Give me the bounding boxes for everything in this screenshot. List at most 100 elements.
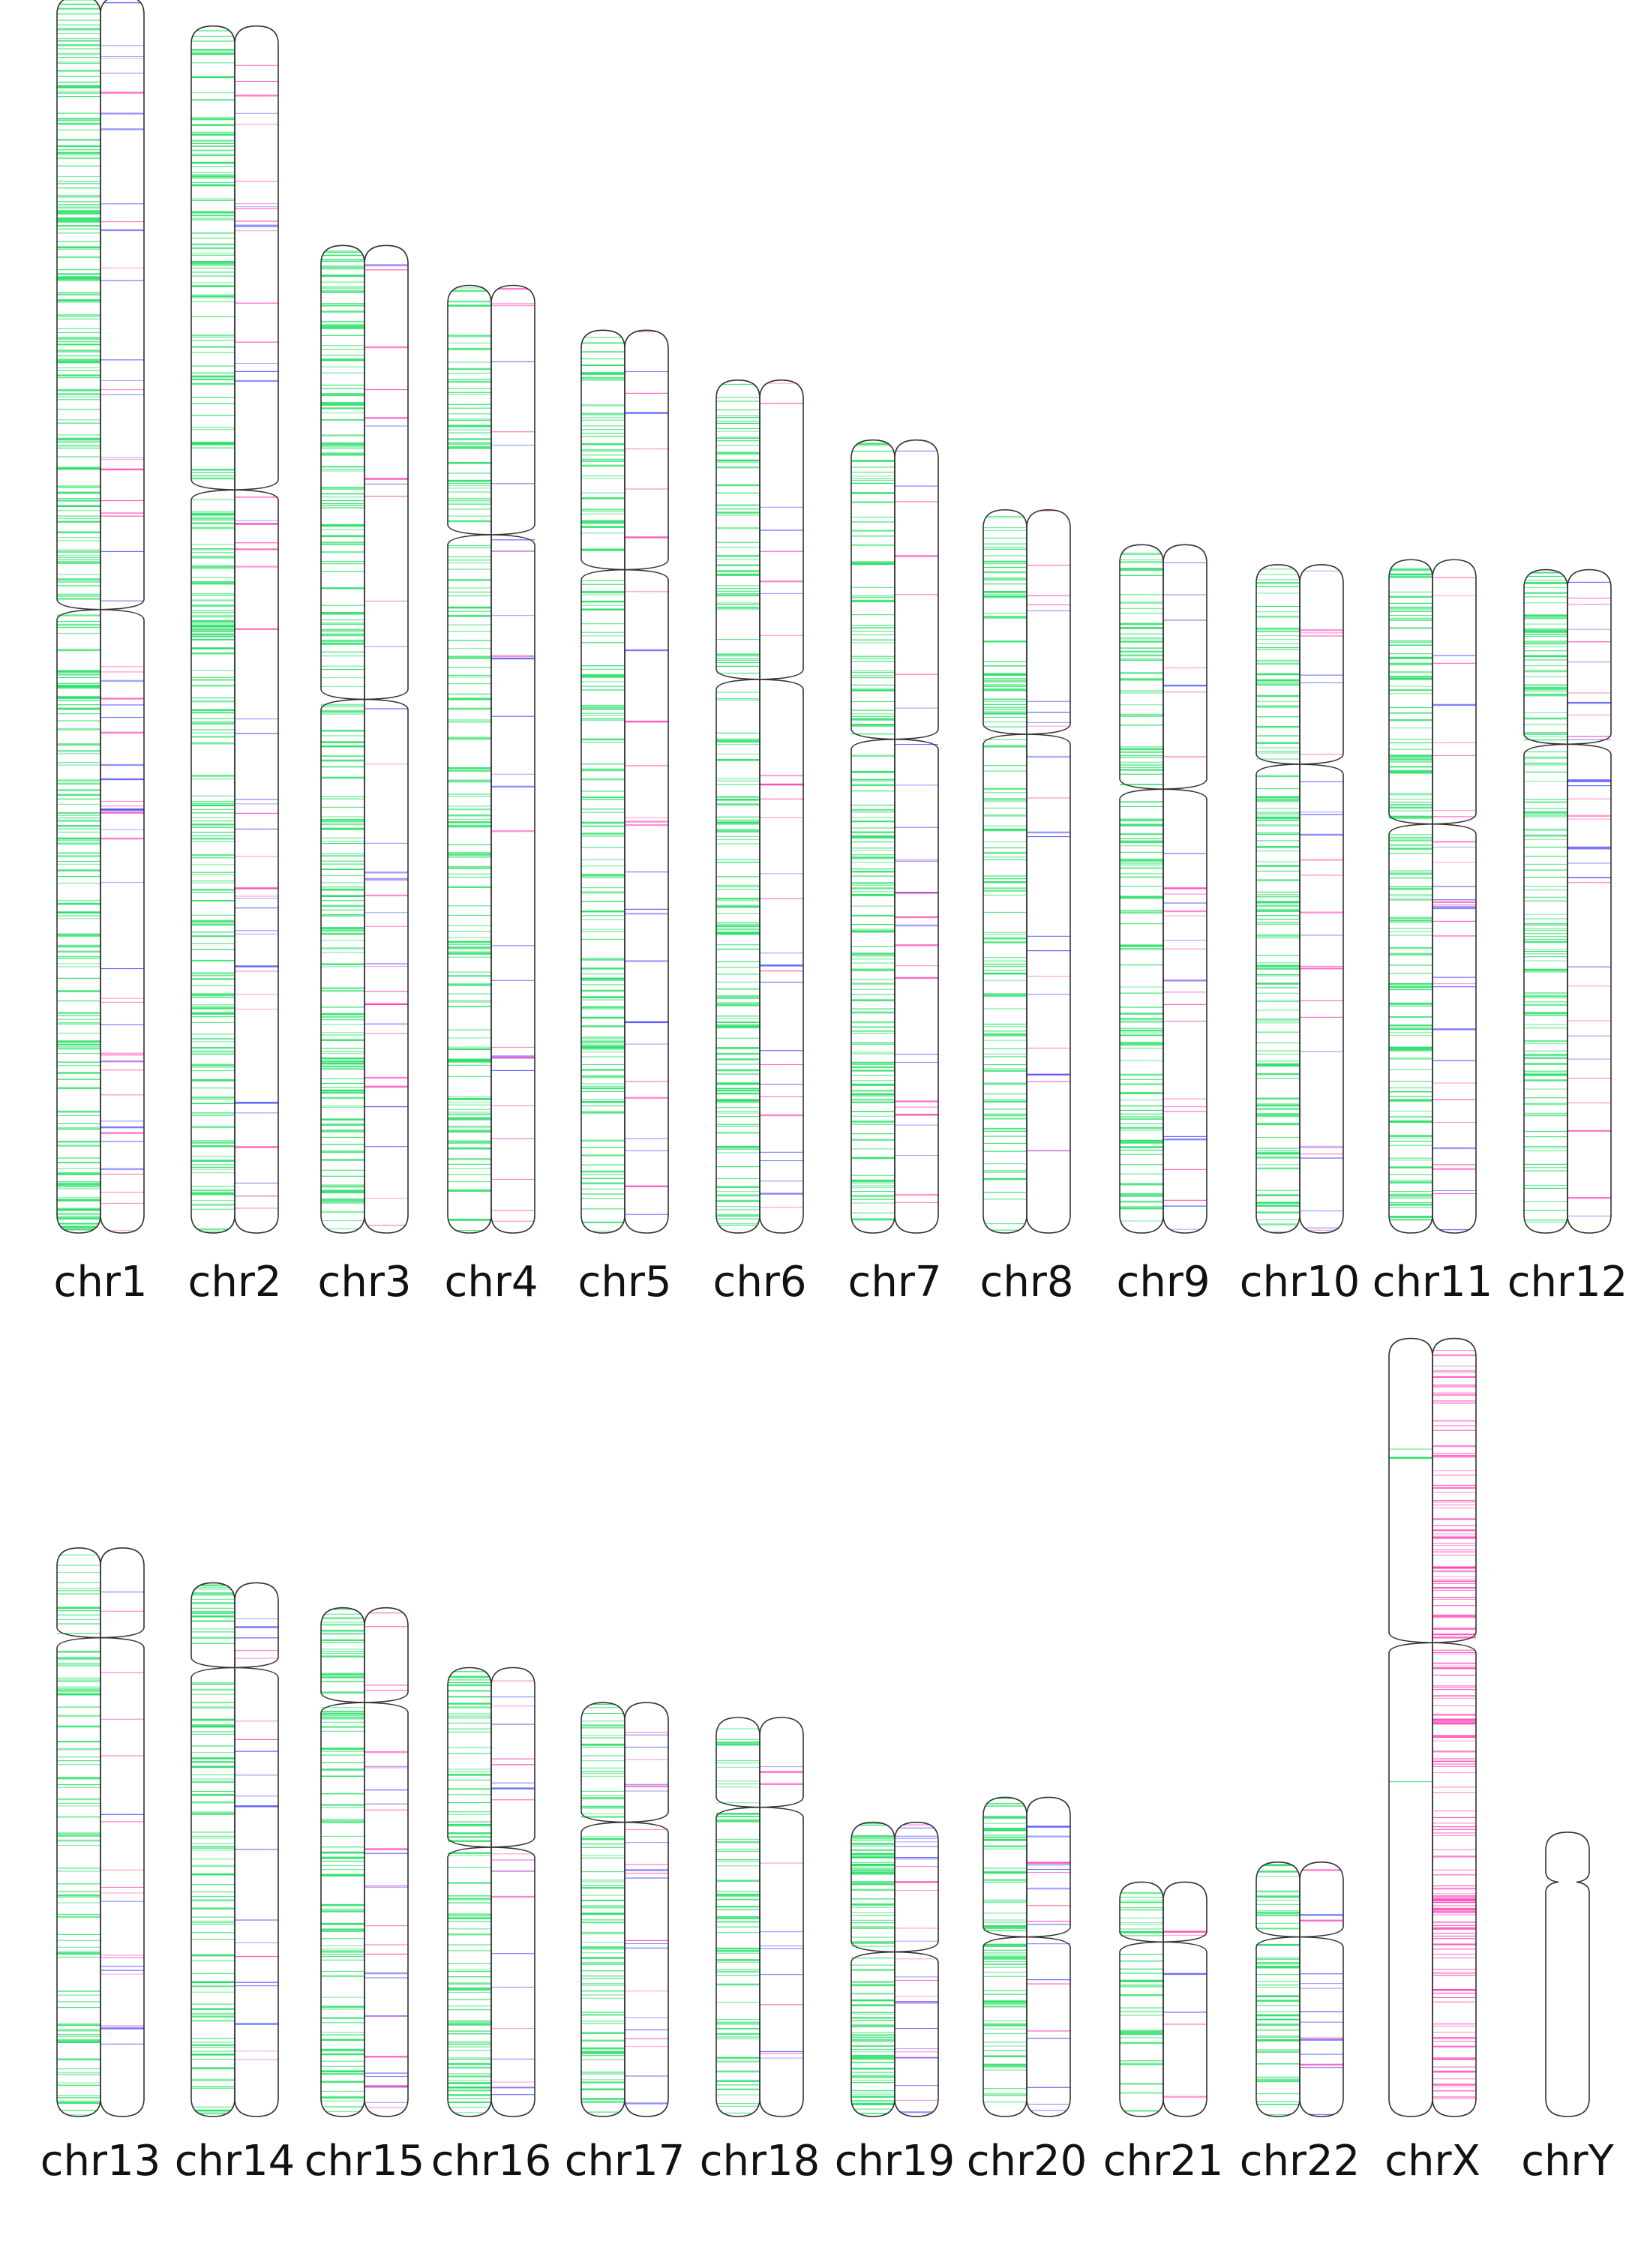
- band-mark: [716, 1209, 760, 1210]
- band-mark: [321, 345, 364, 346]
- band-mark: [191, 2067, 235, 2068]
- band-mark: [191, 882, 235, 884]
- band-mark: [57, 869, 100, 872]
- chromosome-label: chr14: [175, 2137, 296, 2186]
- band-mark: [191, 2087, 235, 2089]
- band-mark: [57, 33, 100, 34]
- band-mark: [191, 864, 235, 866]
- band-mark: [1256, 673, 1300, 676]
- chromosome-chrX: chrX: [1384, 1337, 1480, 2186]
- band-mark: [57, 840, 100, 842]
- band-mark: [1389, 570, 1432, 572]
- band-mark: [448, 413, 491, 415]
- band-mark: [1256, 832, 1300, 834]
- band-mark: [448, 424, 491, 427]
- band-mark: [321, 1775, 364, 1777]
- band-mark: [1120, 1220, 1163, 1222]
- band-mark: [581, 715, 625, 716]
- band-mark: [716, 932, 760, 934]
- band-mark: [1389, 689, 1432, 691]
- band-mark: [448, 379, 491, 380]
- band-mark: [191, 729, 235, 730]
- band-mark: [983, 1056, 1027, 1058]
- band-mark: [1120, 1208, 1163, 1210]
- band-mark: [1163, 1138, 1207, 1141]
- band-mark: [581, 704, 625, 707]
- band-mark: [716, 1861, 760, 1862]
- band-mark: [1027, 1872, 1070, 1874]
- band-mark: [57, 963, 100, 964]
- band-mark: [1432, 1122, 1476, 1124]
- band-mark: [851, 930, 895, 932]
- band-mark: [760, 873, 803, 874]
- band-mark: [321, 987, 364, 989]
- band-mark: [581, 915, 625, 916]
- band-mark: [191, 2050, 235, 2052]
- chromosome-label: chr22: [1240, 2137, 1360, 2186]
- band-mark: [851, 2113, 895, 2114]
- band-mark: [1256, 1150, 1300, 1152]
- band-mark: [191, 378, 235, 381]
- band-mark: [191, 76, 235, 79]
- band-mark: [57, 394, 100, 395]
- band-mark: [1389, 953, 1432, 956]
- band-mark: [1524, 1070, 1568, 1072]
- band-mark: [1432, 1566, 1476, 1568]
- band-mark: [1120, 1984, 1163, 1985]
- band-mark: [491, 1696, 535, 1698]
- band-mark: [983, 1048, 1027, 1049]
- right-chromatid-outline: [364, 244, 409, 1234]
- band-mark: [57, 649, 100, 650]
- band-mark: [191, 150, 235, 152]
- band-mark: [491, 657, 535, 660]
- band-mark: [1524, 614, 1568, 616]
- band-mark: [1027, 935, 1070, 937]
- band-mark: [716, 830, 760, 832]
- band-mark: [851, 928, 895, 930]
- band-mark: [191, 804, 235, 807]
- band-mark: [1027, 1979, 1070, 1981]
- band-mark: [625, 2102, 668, 2104]
- band-mark: [235, 803, 278, 805]
- band-mark: [1256, 2076, 1300, 2078]
- band-mark: [983, 1818, 1027, 1820]
- band-mark: [581, 442, 625, 446]
- band-mark: [364, 1106, 408, 1108]
- band-mark: [321, 303, 364, 304]
- band-mark: [716, 995, 760, 997]
- band-mark: [57, 798, 100, 800]
- band-mark: [1389, 872, 1432, 874]
- band-mark: [57, 2023, 100, 2026]
- band-mark: [983, 555, 1027, 556]
- band-mark: [448, 2062, 491, 2066]
- band-mark: [1120, 1200, 1163, 1203]
- band-mark: [716, 1728, 760, 1730]
- band-mark: [321, 735, 364, 736]
- band-mark: [1524, 1112, 1568, 1114]
- band-mark: [191, 429, 235, 430]
- band-mark: [100, 72, 144, 74]
- band-mark: [364, 1225, 408, 1226]
- band-mark: [716, 1838, 760, 1840]
- right-band-track: [625, 1732, 668, 2104]
- band-mark: [191, 855, 235, 856]
- band-mark: [57, 673, 100, 674]
- band-mark: [983, 1848, 1027, 1850]
- band-mark: [851, 770, 895, 773]
- band-mark: [581, 712, 625, 714]
- band-mark: [716, 1101, 760, 1103]
- band-mark: [581, 1154, 625, 1156]
- band-mark: [1120, 2031, 1163, 2034]
- band-mark: [1432, 906, 1476, 908]
- band-mark: [983, 937, 1027, 939]
- band-mark: [1524, 1042, 1568, 1044]
- band-mark: [57, 2041, 100, 2043]
- band-mark: [321, 1948, 364, 1950]
- chromosome-label: chr16: [431, 2137, 552, 2186]
- band-mark: [57, 950, 100, 953]
- band-mark: [1389, 984, 1432, 986]
- band-mark: [1389, 806, 1432, 809]
- band-mark: [321, 628, 364, 630]
- band-mark: [1120, 864, 1163, 866]
- band-mark: [448, 1702, 491, 1705]
